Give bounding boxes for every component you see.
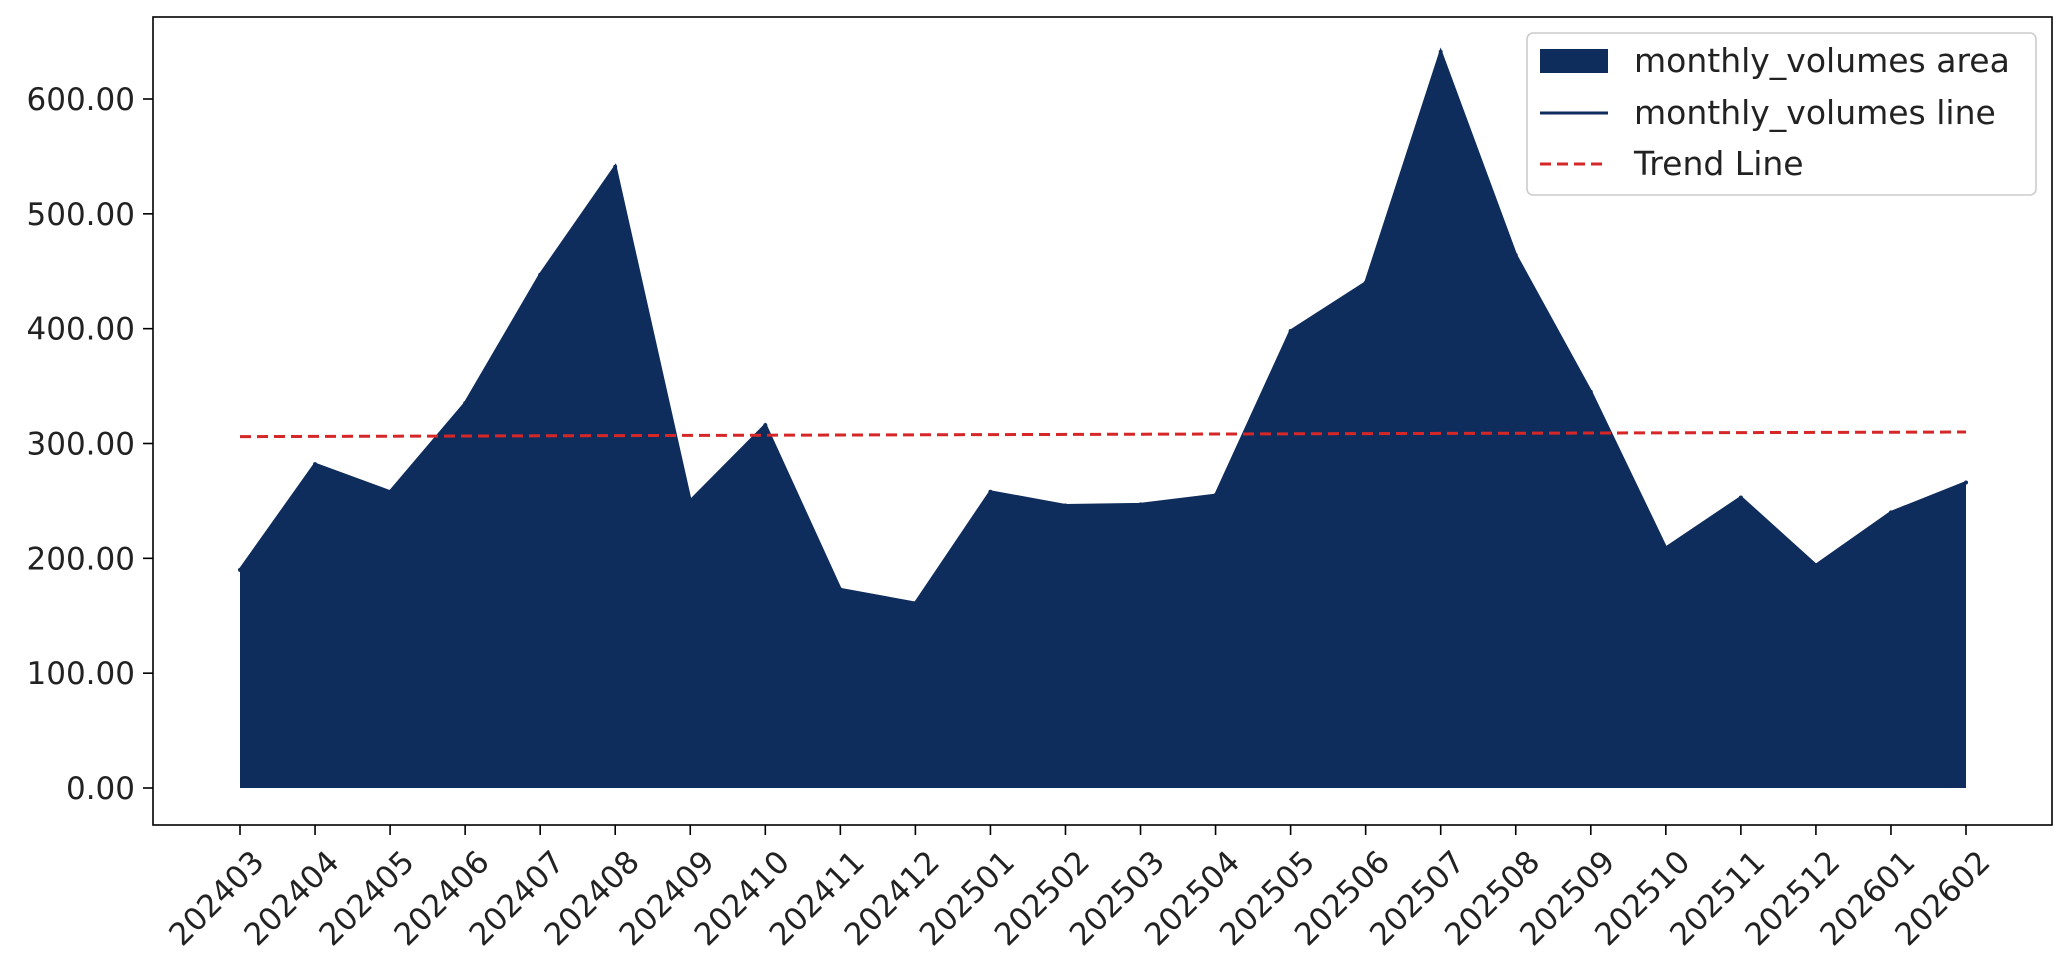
legend-label-line: monthly_volumes line [1634,93,1996,132]
legend: monthly_volumes area monthly_volumes lin… [1526,32,2037,196]
data-point-202504 [1213,493,1218,498]
data-point-202512 [1813,563,1818,568]
data-point-202601 [1888,510,1893,515]
data-point-202410 [763,423,768,428]
y-tick-label: 500.00 [27,197,135,233]
trend-line [239,430,1967,439]
y-tick-label: 0.00 [66,771,135,807]
data-point-202508 [1513,253,1518,258]
legend-frame [1526,32,2037,196]
data-point-202505 [1288,328,1293,333]
legend-label-trend: Trend Line [1633,144,1804,183]
data-point-202507 [1438,49,1443,54]
data-point-202403 [238,567,242,572]
legend-patch-area [1540,49,1608,73]
line-series [238,47,1967,605]
data-point-202407 [538,272,543,277]
y-axis: 0.00 100.00 200.00 300.00 400.00 500.00 600.00 [27,82,153,807]
data-point-202502 [1063,503,1068,508]
data-point-202510 [1663,545,1668,550]
area-layer [238,47,1968,788]
data-point-202408 [613,164,618,169]
data-point-202412 [913,601,918,606]
data-point-202404 [313,462,318,467]
data-point-202405 [388,489,393,494]
data-point-202409 [688,498,693,503]
legend-label-area: monthly_volumes area [1634,41,2010,80]
data-point-202602 [1964,480,1968,485]
data-point-202503 [1138,502,1143,507]
area-series [240,51,1966,788]
trend-layer [239,430,1967,439]
data-point-202506 [1363,280,1368,285]
data-point-202511 [1738,495,1743,500]
data-point-202411 [838,587,843,592]
x-axis: 2024032024042024052024062024072024082024… [162,825,1998,953]
y-tick-label: 600.00 [27,82,135,118]
y-tick-label: 200.00 [27,541,135,577]
y-tick-label: 400.00 [27,312,135,348]
y-tick-label: 100.00 [27,656,135,692]
data-point-202406 [463,401,468,406]
y-tick-label: 300.00 [27,427,135,463]
data-point-202509 [1588,389,1593,394]
data-point-202501 [988,489,993,494]
